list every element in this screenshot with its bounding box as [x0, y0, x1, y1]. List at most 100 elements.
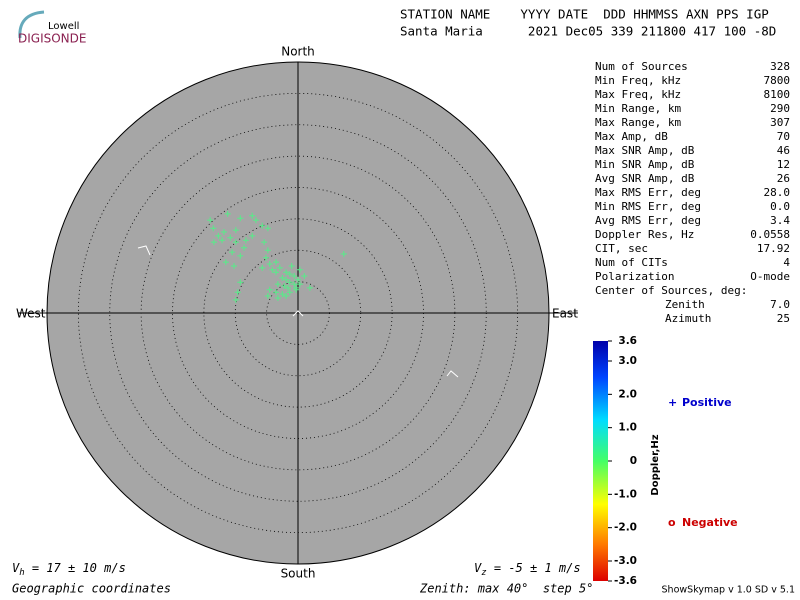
- logo-bottom: DIGISONDE: [18, 32, 86, 46]
- stat-value: 26: [777, 172, 790, 185]
- stat-value: 0.0558: [750, 228, 790, 241]
- source-point: [242, 237, 249, 244]
- source-point: [232, 296, 239, 303]
- stats-table: Num of Sources 328 Min Freq, kHz 7800 Max Fr…: [595, 60, 790, 325]
- source-point: [259, 222, 266, 229]
- vz-v: V: [474, 561, 482, 575]
- header-line: Santa Maria 2021 Dec05 339 211800 417 10…: [400, 24, 776, 39]
- source-point: [207, 217, 214, 224]
- stat-label: Doppler Res, Hz: [595, 228, 694, 241]
- source-point: [224, 210, 231, 217]
- source-point: [215, 232, 222, 239]
- stat-value: O-mode: [750, 270, 790, 283]
- marker: [292, 310, 304, 317]
- source-point: [291, 272, 298, 279]
- colorbar-tick-label: -3.0: [614, 555, 637, 567]
- logo-arc: [18, 10, 45, 39]
- stat-value: 46: [777, 144, 790, 157]
- source-point: [249, 232, 256, 239]
- stat-label: Min SNR Amp, dB: [595, 158, 695, 171]
- source-point: [286, 279, 293, 286]
- source-point: [230, 262, 237, 269]
- source-point: [291, 281, 298, 288]
- source-point: [274, 294, 281, 301]
- direction-label: South: [281, 567, 316, 581]
- source-point: [259, 264, 266, 271]
- vh-v: V: [12, 561, 20, 575]
- source-point: [295, 276, 301, 283]
- colorbar-tick-label: 3.0: [618, 355, 637, 367]
- stat-label: Min Range, km: [595, 102, 681, 115]
- source-point: [281, 283, 288, 290]
- source-point: [229, 249, 236, 256]
- source-point: [274, 281, 281, 288]
- colorbar-tick-label: 0: [630, 455, 637, 467]
- stat-label: Max Freq, kHz: [595, 88, 681, 101]
- source-point: [273, 259, 280, 266]
- plot: North South West East: [16, 45, 578, 581]
- vh-sub: h: [19, 568, 24, 578]
- stat-value: 70: [777, 130, 790, 143]
- source-point: [234, 289, 241, 296]
- source-point: [286, 271, 293, 278]
- source-point: [279, 274, 286, 281]
- zenith-note: Zenith: max 40° step 5°: [419, 582, 593, 596]
- source-point: [264, 247, 271, 254]
- stat-label: Min Freq, kHz: [595, 74, 681, 87]
- vz: Vz = -5 ± 1 m/s: [474, 561, 581, 578]
- legend-positive: Positive: [682, 396, 732, 409]
- source-point: [210, 239, 217, 246]
- source-point: [283, 276, 290, 283]
- source-point: [220, 229, 227, 236]
- stat-label: CIT, sec: [595, 242, 648, 255]
- stat-value: 12: [777, 158, 790, 171]
- stat-label: Avg RMS Err, deg: [595, 214, 701, 227]
- source-point: [232, 227, 239, 234]
- direction-label: East: [552, 307, 578, 321]
- source-point: [283, 269, 290, 276]
- colorbar-tick-label: -3.6: [614, 575, 637, 587]
- source-point: [286, 289, 293, 296]
- source-point: [283, 293, 290, 300]
- colorbar-tick-label: 2.0: [618, 388, 637, 400]
- stat-value: 25: [777, 312, 790, 325]
- source-point: [301, 272, 308, 279]
- stat-label: Zenith: [665, 298, 705, 311]
- source-point: [273, 289, 280, 296]
- stat-label: Min RMS Err, deg: [595, 200, 701, 213]
- source-point: [237, 252, 244, 259]
- stat-value: 4: [783, 256, 790, 269]
- stat-label: Azimuth: [665, 312, 711, 325]
- legend-symbol: +: [668, 396, 677, 409]
- colorbar-tick-label: 3.6: [618, 335, 637, 347]
- stat-label: Center of Sources, deg:: [595, 284, 747, 297]
- source-point: [296, 281, 303, 288]
- version: ShowSkymap v 1.0 SD v 5.1: [662, 585, 795, 596]
- colorbar-ticks: 3.6 3.0 2.0 1.0 0 -1.0 -2.0 -3.0 -3.6: [608, 335, 637, 587]
- stat-label: Num of Sources: [595, 60, 688, 73]
- source-point: [227, 234, 234, 241]
- source-point: [261, 239, 268, 246]
- stat-value: 7800: [764, 74, 791, 87]
- stat-value: 0.0: [770, 200, 790, 213]
- source-point: [237, 215, 244, 222]
- direction-label: West: [16, 307, 46, 321]
- stat-label: Avg SNR Amp, dB: [595, 172, 695, 185]
- vz-text: = -5 ± 1 m/s: [487, 561, 581, 575]
- colorbar-tick-label: -1.0: [614, 488, 637, 500]
- source-point: [241, 244, 248, 251]
- source-point: [276, 264, 283, 271]
- source-point: [279, 291, 286, 298]
- header-line: STATION NAME YYYY DATE DDD HHMMSS AXN PP…: [400, 7, 769, 22]
- vz-sub: z: [481, 568, 486, 578]
- stat-value: 17.92: [757, 242, 790, 255]
- source-point: [284, 284, 291, 291]
- stat-value: 8100: [764, 88, 791, 101]
- source-point: [293, 286, 300, 293]
- stat-label: Max Amp, dB: [595, 130, 668, 143]
- source-point: [264, 293, 271, 300]
- source-point: [262, 254, 269, 261]
- stat-value: 328: [770, 60, 790, 73]
- stat-label: Max SNR Amp, dB: [595, 144, 695, 157]
